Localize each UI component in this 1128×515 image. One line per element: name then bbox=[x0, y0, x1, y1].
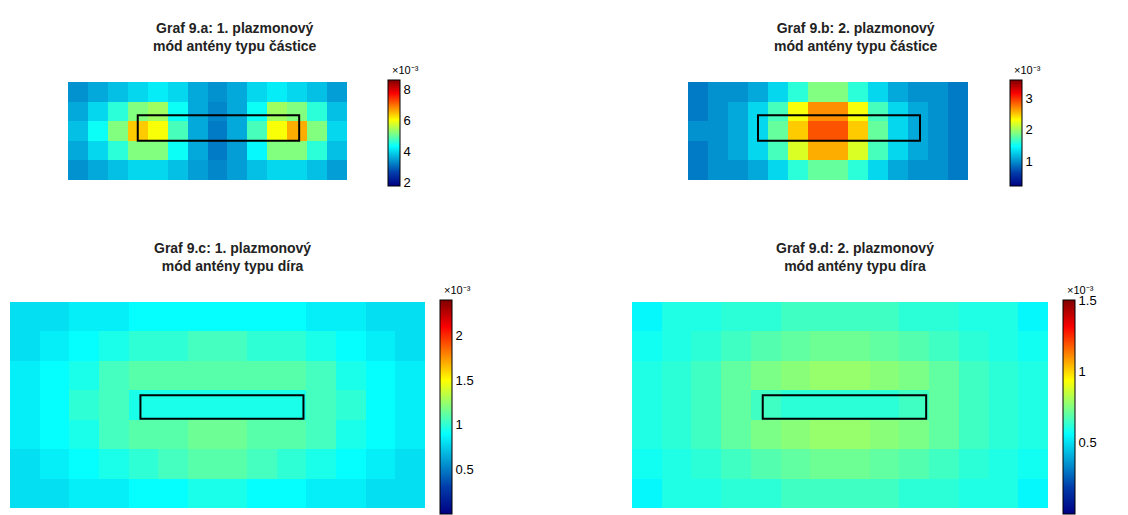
svg-text:Graf 9.c: 1. plazmonovýmód ant: Graf 9.c: 1. plazmonovýmód antény typu d… bbox=[154, 240, 311, 274]
svg-text:4: 4 bbox=[404, 144, 411, 159]
svg-text:Graf 9.a: 1. plazmonovýmód ant: Graf 9.a: 1. plazmonovýmód antény typu č… bbox=[153, 20, 317, 54]
svg-text:1: 1 bbox=[1026, 154, 1033, 169]
svg-text:3: 3 bbox=[1026, 91, 1033, 106]
svg-text:6: 6 bbox=[404, 113, 411, 128]
svg-text:1.5: 1.5 bbox=[1079, 293, 1097, 308]
svg-text:×10⁻³: ×10⁻³ bbox=[1014, 64, 1041, 76]
svg-text:1.5: 1.5 bbox=[456, 373, 474, 388]
svg-text:Graf 9.d: 2. plazmonovýmód ant: Graf 9.d: 2. plazmonovýmód antény typu d… bbox=[776, 240, 934, 274]
svg-text:×10⁻³: ×10⁻³ bbox=[444, 284, 471, 296]
svg-text:2: 2 bbox=[456, 328, 463, 343]
svg-text:0.5: 0.5 bbox=[1079, 435, 1097, 450]
svg-text:×10⁻³: ×10⁻³ bbox=[1067, 284, 1094, 296]
svg-text:8: 8 bbox=[404, 82, 411, 97]
svg-text:×10⁻³: ×10⁻³ bbox=[392, 64, 419, 76]
svg-text:1: 1 bbox=[1079, 364, 1086, 379]
svg-text:1: 1 bbox=[456, 417, 463, 432]
svg-text:2: 2 bbox=[404, 175, 411, 190]
svg-text:Graf 9.b: 2. plazmonovýmód ant: Graf 9.b: 2. plazmonovýmód antény typu č… bbox=[774, 20, 938, 54]
svg-text:0.5: 0.5 bbox=[456, 462, 474, 477]
svg-text:2: 2 bbox=[1026, 122, 1033, 137]
